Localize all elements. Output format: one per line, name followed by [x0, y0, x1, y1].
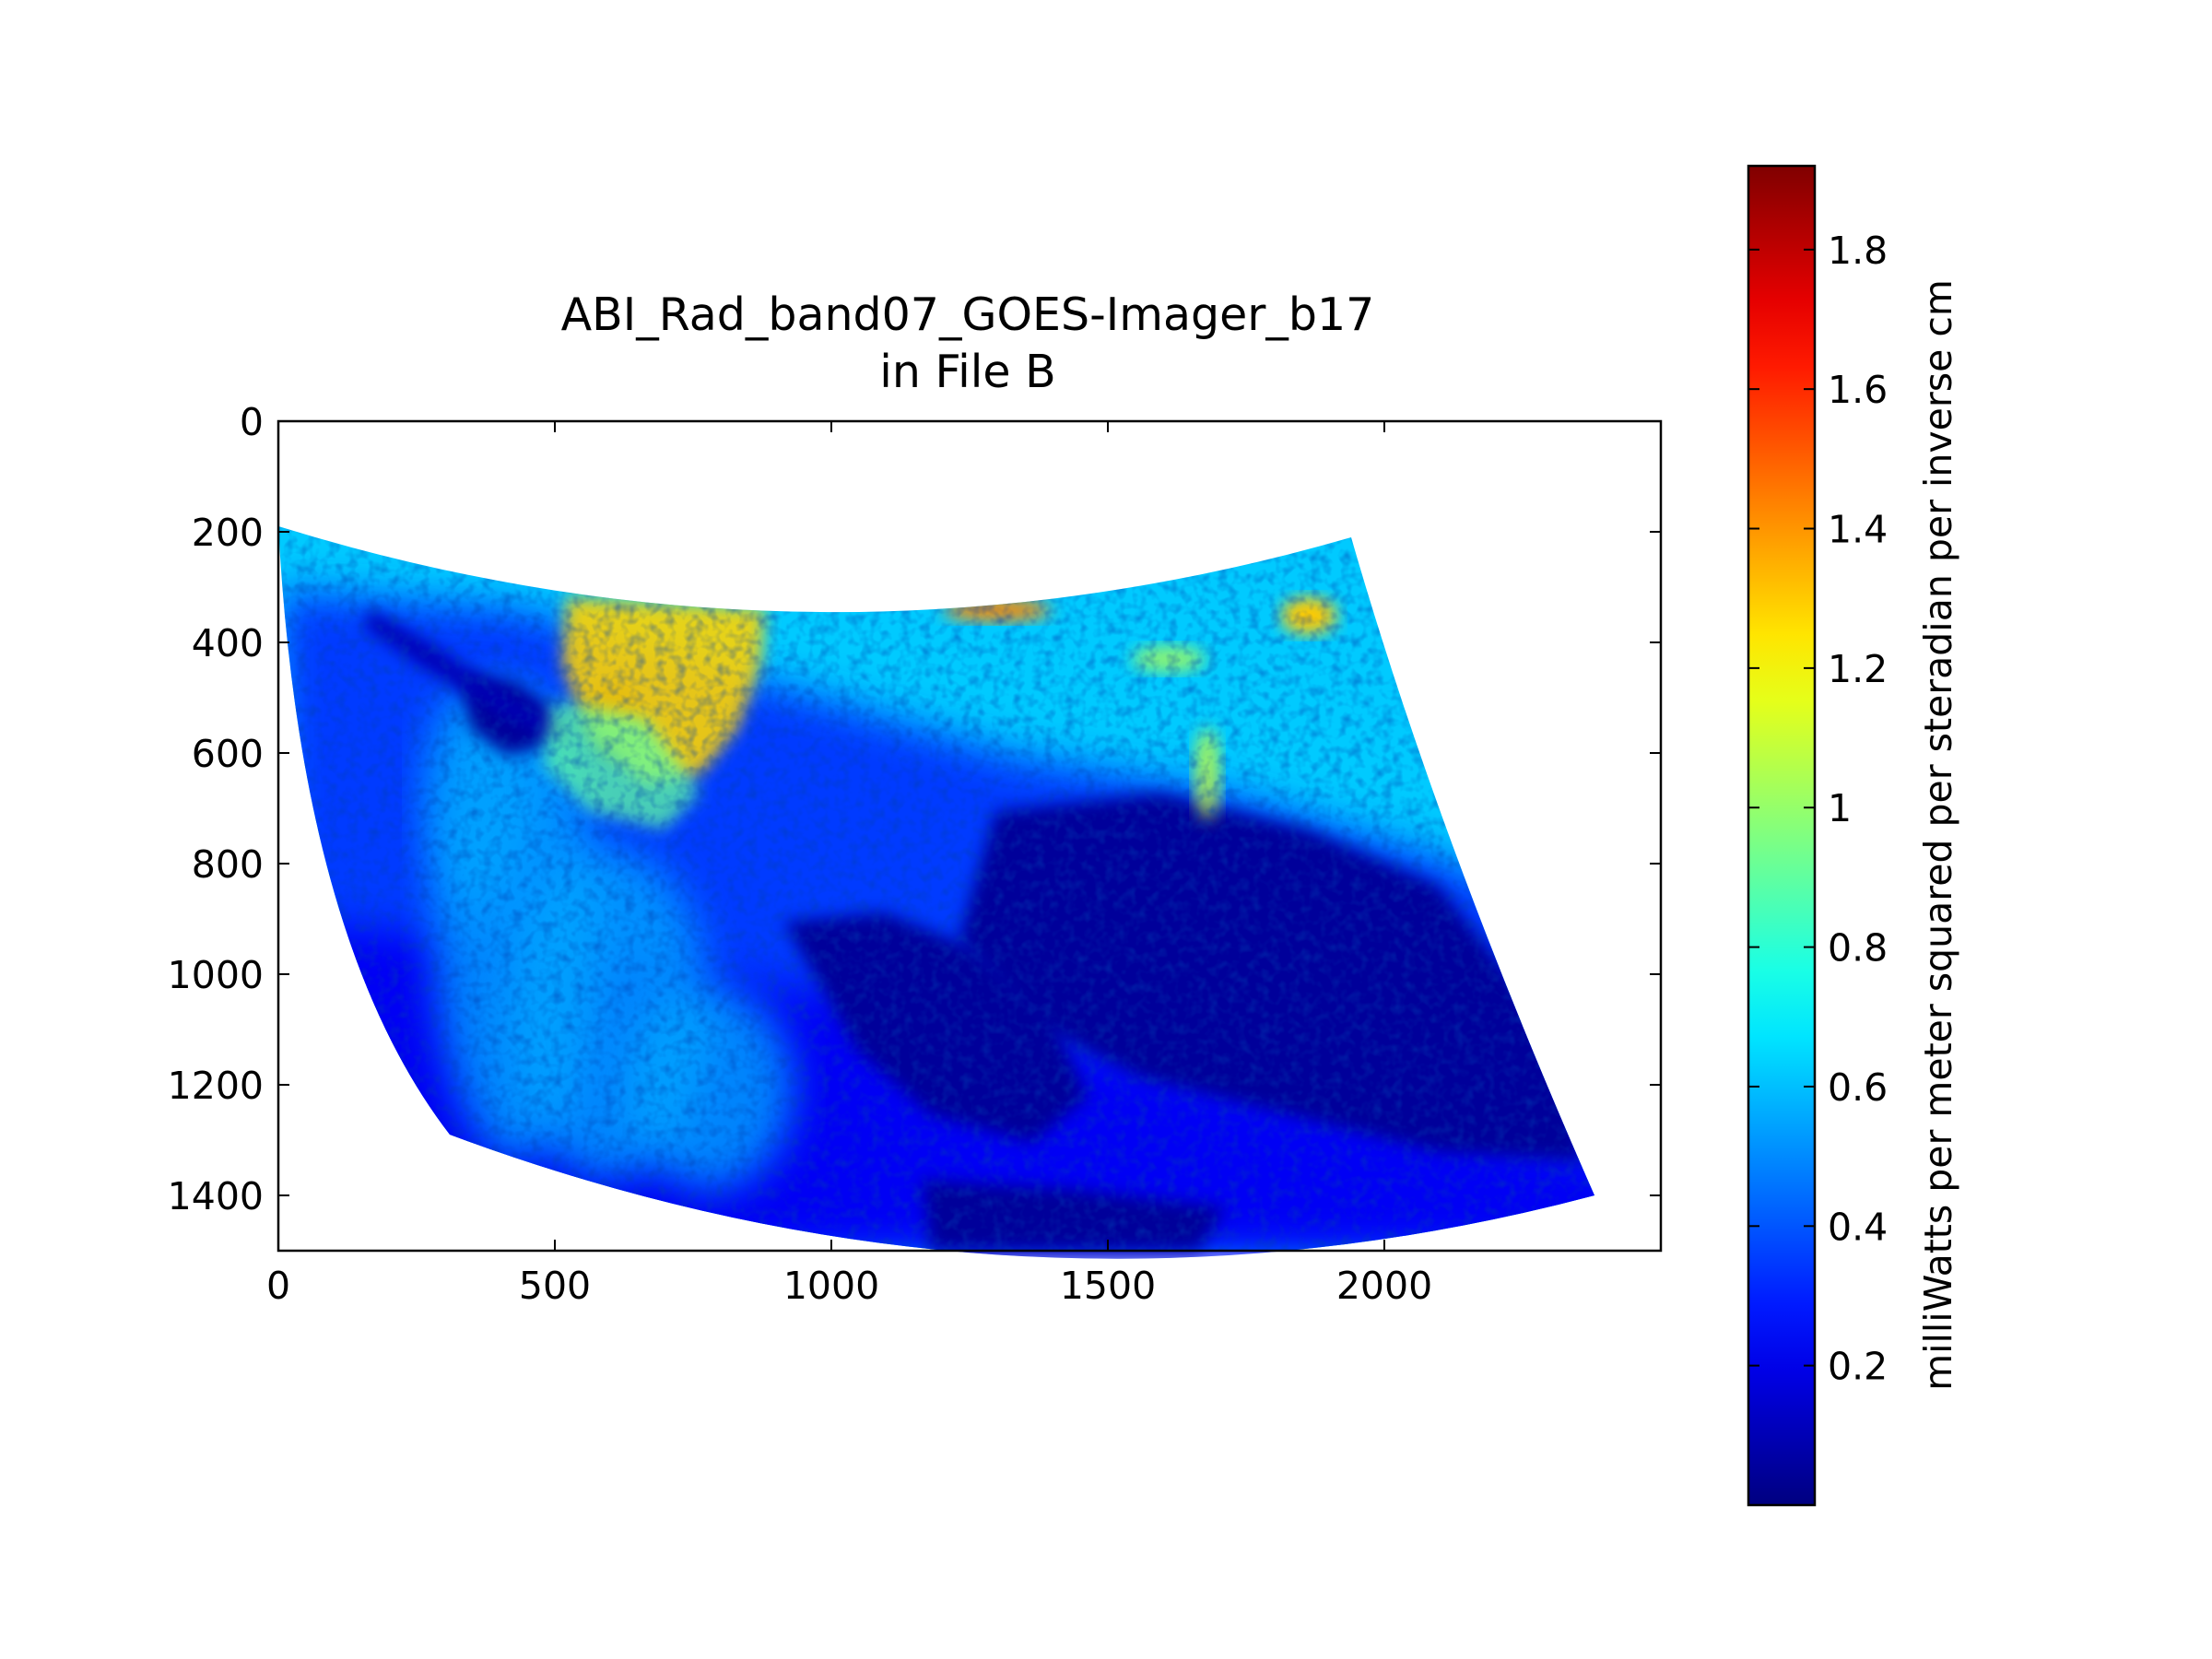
- x-tick-label: 2000: [1336, 1264, 1432, 1308]
- y-tick-label: 1000: [168, 953, 264, 997]
- x-axis: 0 500 1000 1500 2000: [266, 421, 1432, 1308]
- colorbar-tick-label: 1.2: [1828, 647, 1888, 691]
- y-tick-label: 600: [192, 732, 264, 776]
- colorbar-tick-label: 0.2: [1828, 1345, 1888, 1389]
- colorbar-gradient: [1748, 166, 1815, 1505]
- colorbar: 0.2 0.4 0.6 0.8 1 1.2 1.4 1.6 1.8 milliWatts per…: [1747, 164, 1960, 1507]
- colorbar-ticks: 0.2 0.4 0.6 0.8 1 1.2 1.4 1.6 1.8: [1748, 229, 1888, 1389]
- colorbar-tick-label: 0.4: [1828, 1205, 1888, 1249]
- colorbar-tick-label: 1.6: [1828, 368, 1888, 412]
- y-tick-label: 1200: [168, 1064, 264, 1108]
- chart-title: ABI_Rad_band07_GOES-Imager_b17: [561, 288, 1375, 341]
- texture-speckle: [278, 526, 1594, 1251]
- plot-area: 0 500 1000 1500 2000 0 200 400 600 800 1000 1200 14…: [168, 400, 1663, 1308]
- heatmap-image: [278, 526, 1594, 1251]
- y-tick-label: 1400: [168, 1174, 264, 1218]
- y-tick-label: 200: [192, 511, 264, 555]
- colorbar-label: milliWatts per meter squared per steradi…: [1916, 279, 1960, 1391]
- y-tick-label: 400: [192, 621, 264, 665]
- x-tick-label: 500: [519, 1264, 591, 1308]
- colorbar-tick-label: 1.4: [1828, 508, 1888, 552]
- chart-subtitle: in File B: [879, 346, 1055, 398]
- x-tick-label: 0: [266, 1264, 290, 1308]
- plot-frame: [276, 419, 1663, 1253]
- colorbar-tick-label: 0.6: [1828, 1065, 1888, 1110]
- y-tick-label: 800: [192, 842, 264, 887]
- x-tick-label: 1500: [1060, 1264, 1156, 1308]
- y-axis: 0 200 400 600 800 1000 1200 1400: [168, 400, 1661, 1218]
- colorbar-tick-label: 1.8: [1828, 229, 1888, 273]
- x-tick-label: 1000: [783, 1264, 879, 1308]
- colorbar-tick-label: 0.8: [1828, 926, 1888, 971]
- colorbar-tick-label: 1: [1828, 786, 1852, 830]
- colorbar-frame: [1747, 164, 1817, 1507]
- y-tick-label: 0: [240, 400, 264, 444]
